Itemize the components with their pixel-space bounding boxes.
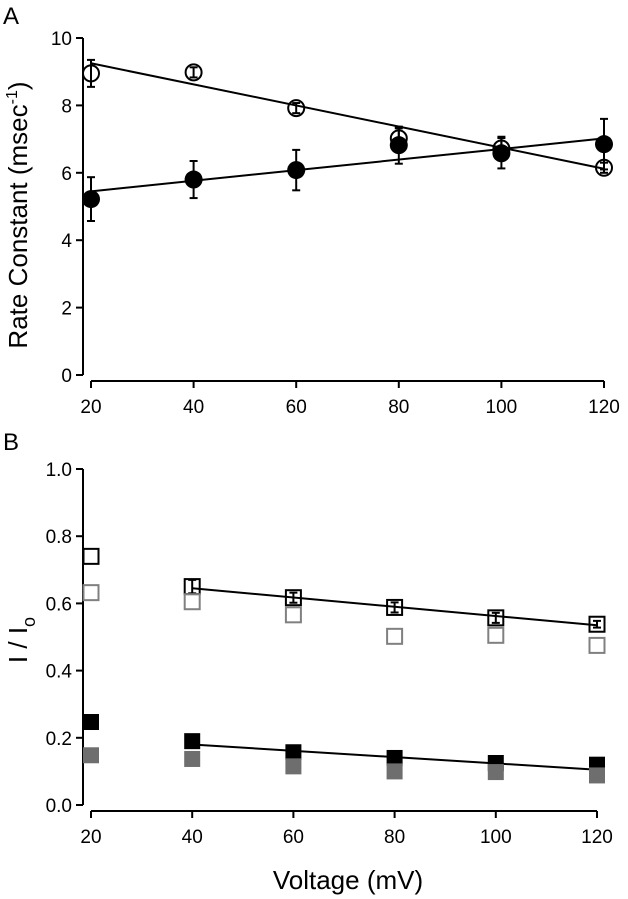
- panel-b-point-s2: [183, 593, 201, 611]
- panel-a-point-s2: [595, 135, 613, 154]
- panel-b-point-s2: [386, 627, 404, 645]
- panel-a-point-s2: [287, 161, 306, 180]
- panel-a-axes: 0 2 4 6 8 10 20 40 60 80 100 120: [51, 29, 620, 418]
- panel-a-x-tick-label: 60: [286, 397, 307, 418]
- panel-a-marks: [82, 58, 613, 222]
- panel-b-y-tick-label: 0.6: [46, 594, 72, 615]
- panel-a-point-s1: [287, 99, 306, 118]
- panel-a-point-s1: [184, 63, 203, 82]
- panel-b-y-tick-label: 0.2: [46, 729, 72, 750]
- panel-b-point-s3: [285, 744, 302, 761]
- panel-a-y-tick-label: 10: [51, 29, 72, 50]
- panel-b-point-s2: [284, 606, 302, 624]
- panel-a-y-axis-title: Rate Constant (msec-1): [3, 81, 33, 348]
- panel-a-fit-line-2: [90, 137, 605, 193]
- panel-a-y-tick-label: 8: [61, 96, 72, 117]
- panel-a-x-tick-label: 80: [388, 397, 409, 418]
- panel-a-x-tick-label: 20: [80, 397, 101, 418]
- panel-b-point-s3: [386, 749, 403, 766]
- panel-b-x-tick-label: 100: [480, 827, 512, 848]
- panel-b-letter: B: [3, 429, 19, 456]
- panel-b-y-tick-label: 0.8: [46, 527, 72, 548]
- panel-b-point-s4: [487, 764, 504, 781]
- panel-b-point-s2: [487, 626, 505, 644]
- panel-b-point-s4: [285, 758, 302, 775]
- panel-a-x-tick-label: 40: [183, 397, 204, 418]
- panel-a-point-s2: [492, 144, 511, 163]
- panel-a-y-tick-label: 2: [61, 299, 72, 320]
- panel-a-y-tick-label: 0: [61, 366, 72, 387]
- panel-b-point-s1: [487, 609, 505, 627]
- panel-a-letter: A: [3, 3, 19, 30]
- panel-b-point-s4: [83, 747, 99, 764]
- panel-a: A Rate Constant (msec-1) 0 2 4 6 8 10 20 40 60 80…: [3, 3, 620, 418]
- panel-b-axes: 0.0 0.2 0.4 0.6 0.8 1.0 20 40 60 80 100 120: [46, 460, 613, 848]
- panel-b-point-s3: [184, 733, 201, 750]
- panel-b-y-tick-label: 0.0: [46, 796, 72, 817]
- panel-b-point-s4: [386, 763, 403, 780]
- panel-b-y-tick-label: 0.4: [46, 662, 73, 683]
- panel-b: B I / Io Voltage (mV) 0.0 0.2 0.4 0.6 0.8 1.0…: [3, 429, 613, 895]
- panel-a-point-s1: [82, 64, 100, 83]
- panel-b-x-tick-label: 60: [283, 827, 304, 848]
- panel-b-x-tick-label: 20: [80, 827, 101, 848]
- panel-b-point-s4: [184, 750, 201, 767]
- panel-b-point-s2: [82, 584, 100, 602]
- panel-a-point-s2: [82, 190, 100, 209]
- panel-b-y-axis-title: I / Io: [3, 617, 39, 663]
- panel-b-point-s1: [588, 615, 606, 633]
- panel-b-x-tick-label: 40: [182, 827, 203, 848]
- panel-b-point-s2: [588, 636, 606, 654]
- panel-a-point-s2: [389, 136, 408, 155]
- panel-a-y-tick-label: 6: [61, 164, 72, 185]
- panel-b-point-s1: [82, 547, 100, 565]
- panel-b-x-tick-label: 80: [384, 827, 405, 848]
- panel-b-x-axis-title: Voltage (mV): [273, 865, 423, 895]
- panel-b-point-s1: [284, 589, 302, 607]
- panel-a-x-tick-label: 100: [486, 397, 518, 418]
- panel-b-point-s3: [83, 714, 99, 731]
- panel-b-point-s1: [386, 598, 404, 616]
- panel-b-x-tick-label: 120: [581, 827, 613, 848]
- panel-a-x-tick-label: 120: [588, 397, 620, 418]
- panel-a-point-s2: [184, 170, 203, 189]
- panel-b-point-s4: [589, 767, 605, 784]
- panel-a-y-tick-label: 4: [61, 231, 72, 252]
- panel-a-fit-line-1: [90, 62, 605, 170]
- panel-b-y-tick-label: 1.0: [46, 460, 72, 481]
- panel-b-marks: [82, 547, 606, 784]
